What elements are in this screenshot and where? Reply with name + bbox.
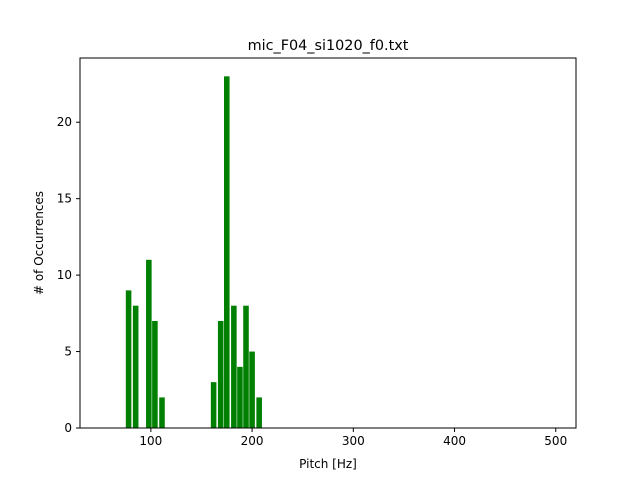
x-tick-label: 500 xyxy=(544,434,567,448)
histogram-bar xyxy=(210,382,217,428)
y-axis-label: # of Occurrences xyxy=(32,191,46,295)
x-tick-label: 200 xyxy=(241,434,264,448)
histogram-bar xyxy=(256,397,262,428)
y-tick-label: 10 xyxy=(57,268,72,282)
histogram-bar xyxy=(223,76,230,428)
x-tick-label: 100 xyxy=(139,434,162,448)
x-axis-label: Pitch [Hz] xyxy=(299,457,357,471)
plot-frame xyxy=(79,57,577,429)
x-axis-ticks: 100 200 300 400 500 xyxy=(139,428,567,448)
histogram-bar xyxy=(132,305,139,428)
histogram-bar xyxy=(243,305,249,428)
y-tick-label: 20 xyxy=(57,115,72,129)
bars-group xyxy=(125,76,262,428)
histogram-bar xyxy=(146,259,152,428)
x-tick-label: 300 xyxy=(342,434,365,448)
histogram-bar xyxy=(231,305,237,428)
y-axis-ticks: 0 5 10 15 20 xyxy=(57,115,80,435)
y-tick-label: 0 xyxy=(64,421,72,435)
y-tick-label: 5 xyxy=(64,345,72,359)
histogram-bar xyxy=(125,290,132,428)
histogram-bar xyxy=(217,320,224,428)
histogram-bar xyxy=(237,366,243,428)
histogram-bar xyxy=(159,397,165,428)
y-tick-label: 15 xyxy=(57,192,72,206)
x-tick-label: 400 xyxy=(443,434,466,448)
chart-title: mic_F04_si1020_f0.txt xyxy=(248,38,409,54)
histogram-bar xyxy=(152,320,158,428)
histogram-bar xyxy=(249,351,255,428)
